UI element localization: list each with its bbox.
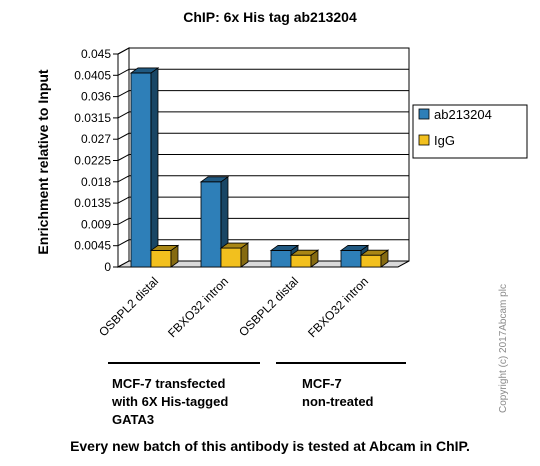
y-tick-label: 0.0225 [74, 154, 111, 168]
gridline-side [117, 239, 130, 247]
category-label: OSBPL2 distal [236, 274, 301, 339]
bar-ab213204-front [130, 72, 152, 268]
bar-ab213204-top [199, 176, 230, 183]
y-axis: 0 0.0045 0.009 0.0135 0.018 0.0225 0.027 0.0315… [74, 47, 119, 274]
legend-label: IgG [434, 133, 455, 148]
group-label-line: non-treated [302, 394, 374, 409]
bar-ab213204-side [150, 67, 159, 268]
bar-ab213204-top [269, 245, 300, 251]
y-tick-label: 0.0405 [74, 68, 111, 82]
gridline-side [117, 175, 130, 183]
footer-caption: Every new batch of this antibody is test… [70, 438, 470, 454]
y-tick-label: 0.0315 [74, 111, 111, 125]
bar-igg [289, 249, 320, 268]
group-label-line: with 6X His-tagged [111, 394, 228, 409]
group-label-line: MCF-7 transfected [112, 376, 225, 391]
gridline-side [117, 217, 130, 225]
gridline-side [117, 132, 130, 140]
y-tick-label: 0.0135 [74, 196, 111, 210]
gridline-side [117, 111, 130, 119]
y-axis-label: Enrichment relative to Input [35, 69, 51, 254]
y-tick-label: 0 [104, 260, 111, 274]
bar-igg-front [220, 247, 242, 268]
category-label: FBXO32 intron [165, 274, 231, 340]
y-tick-label: 0.0045 [74, 239, 111, 253]
bar-ab213204-top [129, 67, 160, 74]
bar-igg-front [290, 254, 312, 268]
bar-igg-front [150, 250, 172, 268]
legend-label: ab213204 [434, 107, 492, 122]
bar-ab213204-front [340, 250, 362, 268]
y-tick-label: 0.018 [81, 175, 111, 189]
bar-ab213204-top [339, 245, 370, 251]
bar-igg-top [219, 242, 250, 249]
legend-box [412, 104, 528, 159]
bar-ab213204-front [270, 250, 292, 268]
chart-title: ChIP: 6x His tag ab213204 [183, 9, 357, 25]
group-label-line: MCF-7 [302, 376, 342, 391]
gridline-side [117, 154, 130, 161]
group-label-line: GATA3 [112, 412, 154, 427]
gridline-side [117, 90, 130, 98]
group-labels: MCF-7 transfected with 6X His-tagged GATA3… [108, 362, 406, 427]
bar-ab213204-front [200, 181, 222, 268]
y-tick-label: 0.027 [81, 132, 111, 146]
bar-igg-top [149, 245, 180, 251]
plot-area [117, 47, 410, 268]
bar-igg-top [289, 249, 320, 256]
legend-swatch [418, 134, 430, 146]
y-tick-label: 0.036 [81, 90, 111, 104]
bar-marks [129, 67, 390, 268]
bar-igg-top [359, 249, 390, 256]
x-axis: OSBPL2 distal FBXO32 intron OSBPL2 distal F… [96, 274, 371, 340]
copyright-text: Copyright (c) 2017Abcam plc [498, 284, 509, 413]
bar-igg-front [360, 254, 382, 268]
gridline-side [117, 68, 130, 76]
bar-igg [149, 244, 180, 268]
legend: ab213204 IgG [412, 104, 528, 159]
bar-igg [359, 249, 390, 268]
gridline-side [117, 47, 130, 55]
gridline-side [117, 196, 130, 204]
bar-ab213204 [129, 67, 160, 268]
y-tick-label: 0.045 [81, 47, 111, 61]
legend-swatch [418, 108, 430, 120]
bar-igg [219, 242, 250, 268]
y-tick-label: 0.009 [81, 217, 111, 231]
category-label: FBXO32 intron [305, 274, 371, 340]
category-label: OSBPL2 distal [96, 274, 161, 339]
